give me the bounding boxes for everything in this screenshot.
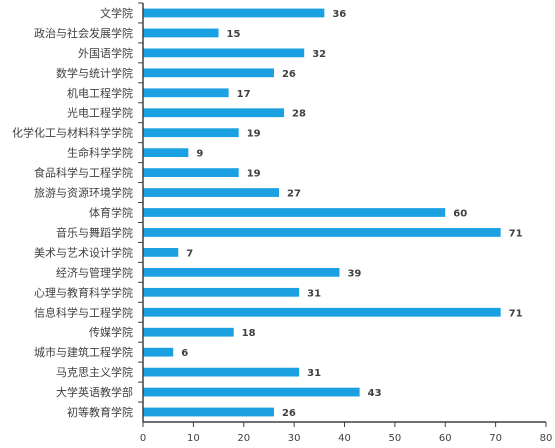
data-label-4: 17 <box>237 89 251 100</box>
category-label-20: 初等教育学院 <box>67 405 133 419</box>
data-label-13: 39 <box>347 268 361 279</box>
bar-18 <box>143 367 300 377</box>
data-label-9: 27 <box>287 189 301 200</box>
category-label-19: 大学英语教学部 <box>56 385 133 399</box>
x-tick-label-3: 30 <box>288 433 301 444</box>
data-label-16: 18 <box>242 328 256 339</box>
data-label-17: 6 <box>181 348 188 359</box>
bar-14 <box>143 287 300 297</box>
category-label-4: 机电工程学院 <box>67 86 133 100</box>
bar-7 <box>143 148 189 158</box>
x-tick-label-2: 20 <box>237 433 250 444</box>
category-label-6: 化学化工与材料科学学院 <box>12 126 133 140</box>
category-label-2: 外国语学院 <box>78 46 133 60</box>
bar-8 <box>143 168 239 177</box>
category-label-1: 政治与社会发展学院 <box>34 26 133 40</box>
bar-2 <box>143 48 305 58</box>
data-label-7: 9 <box>196 149 203 160</box>
bar-11 <box>143 228 501 237</box>
bar-16 <box>143 327 234 337</box>
x-tick-labels: 0 10 20 30 40 50 60 70 80 <box>140 433 553 444</box>
bar-20 <box>143 407 274 417</box>
category-label-9: 旅游与资源环境学院 <box>34 186 133 200</box>
data-label-2: 32 <box>312 49 326 60</box>
category-label-17: 城市与建筑工程学院 <box>34 345 133 359</box>
bars-group <box>143 8 501 417</box>
bar-19 <box>143 387 360 397</box>
bar-1 <box>143 28 219 38</box>
data-label-12: 7 <box>186 248 193 259</box>
category-label-3: 数学与统计学院 <box>56 66 133 80</box>
bar-3 <box>143 68 274 78</box>
axes <box>138 2 547 427</box>
data-label-18: 31 <box>307 368 321 379</box>
x-tick-label-8: 80 <box>540 433 553 444</box>
bar-17 <box>143 347 174 357</box>
x-tick-label-1: 10 <box>187 433 200 444</box>
data-label-19: 43 <box>368 388 382 399</box>
x-tick-label-7: 70 <box>489 433 502 444</box>
x-tick-label-5: 50 <box>389 433 402 444</box>
bar-0 <box>143 8 325 18</box>
category-label-18: 马克思主义学院 <box>56 365 133 379</box>
category-label-5: 光电工程学院 <box>67 106 133 120</box>
bar-13 <box>143 267 340 277</box>
category-label-0: 文学院 <box>100 6 133 20</box>
data-labels: 36 15 32 26 17 28 19 9 19 27 60 71 7 39 31 71 18 6 31 43 26 <box>181 9 522 419</box>
data-label-0: 36 <box>332 9 346 20</box>
data-label-15: 71 <box>509 308 523 319</box>
category-label-12: 美术与艺术设计学院 <box>34 245 133 259</box>
x-tick-label-0: 0 <box>140 433 146 444</box>
data-label-1: 15 <box>227 29 241 40</box>
category-label-15: 信息科学与工程学院 <box>34 305 133 319</box>
data-label-11: 71 <box>509 228 523 239</box>
category-label-8: 食品科学与工程学院 <box>34 166 133 180</box>
category-label-13: 经济与管理学院 <box>56 265 133 279</box>
data-label-20: 26 <box>282 408 296 419</box>
data-label-3: 26 <box>282 69 296 80</box>
bar-12 <box>143 248 179 257</box>
category-label-16: 传媒学院 <box>89 325 133 339</box>
data-label-14: 31 <box>307 288 321 299</box>
bar-15 <box>143 307 501 317</box>
category-label-10: 体育学院 <box>89 206 133 220</box>
data-label-10: 60 <box>453 209 467 220</box>
data-label-6: 19 <box>247 129 261 140</box>
category-label-7: 生命科学学院 <box>67 146 133 160</box>
category-label-11: 音乐与舞蹈学院 <box>56 225 133 239</box>
data-label-8: 19 <box>247 169 261 180</box>
bar-9 <box>143 188 280 197</box>
category-label-14: 心理与教育科学学院 <box>34 285 133 299</box>
bar-10 <box>143 208 446 217</box>
x-tick-label-6: 60 <box>439 433 452 444</box>
bar-5 <box>143 108 285 118</box>
bar-4 <box>143 88 229 98</box>
bar-6 <box>143 128 239 138</box>
x-tick-label-4: 40 <box>338 433 351 444</box>
data-label-5: 28 <box>292 109 306 120</box>
category-labels: 文学院政治与社会发展学院外国语学院数学与统计学院机电工程学院光电工程学院化学化工… <box>12 6 133 419</box>
